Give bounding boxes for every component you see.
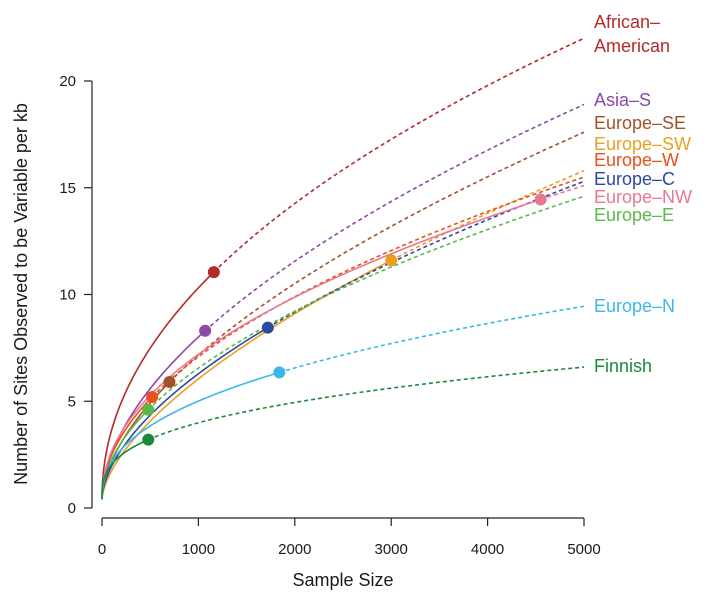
legend-label: Europe–SE [594, 113, 686, 133]
curve-observed [101, 271, 215, 500]
observed-point [199, 324, 212, 337]
curve-extrapolated [390, 169, 585, 262]
x-tick-label: 1000 [182, 541, 215, 558]
axes: 0 5 10 15 20 0 1000 2000 3000 4000 5000 [59, 73, 600, 558]
legend-label: Europe–SW [594, 134, 691, 154]
observed-point [261, 321, 274, 334]
legend-label: Europe–C [594, 169, 675, 189]
x-tick-label: 2000 [278, 541, 311, 558]
curve-observed [101, 438, 149, 500]
curve-extrapolated [213, 37, 585, 273]
curve-extrapolated [279, 305, 585, 374]
legend-label: American [594, 36, 670, 56]
x-tick-label: 5000 [567, 541, 600, 558]
curve-extrapolated [267, 180, 585, 329]
legend-label: Europe–E [594, 205, 674, 225]
x-tick-label: 4000 [471, 541, 504, 558]
curves [101, 37, 585, 500]
y-tick-label: 5 [68, 393, 76, 410]
curve-observed [101, 326, 269, 500]
observed-point [142, 433, 155, 446]
legend-label: Europe–NW [594, 187, 692, 207]
legend-label: African– [594, 12, 660, 32]
legend-label: Europe–W [594, 150, 679, 170]
y-tick-label: 10 [59, 287, 76, 304]
curve-observed [101, 371, 280, 500]
curve-observed [101, 409, 149, 500]
curve-observed [101, 259, 392, 500]
x-tick-label: 0 [98, 541, 106, 558]
legend-label: Finnish [594, 356, 652, 376]
observed-point [142, 403, 155, 416]
legend-label: Asia–S [594, 90, 651, 110]
y-tick-label: 0 [68, 500, 76, 517]
x-axis-title: Sample Size [292, 570, 393, 590]
curve-extrapolated [540, 184, 585, 201]
legend-labels: African– American Asia–S Europe–SEEurope–SW… [594, 12, 692, 376]
legend-label: Europe–N [594, 296, 675, 316]
y-tick-label: 15 [59, 180, 76, 197]
curve-observed [101, 198, 541, 500]
curve-observed [101, 330, 206, 500]
observed-points [142, 193, 547, 446]
observed-point [385, 254, 398, 267]
y-axis-title: Number of Sites Observed to be Variable … [11, 103, 31, 485]
observed-point [207, 266, 220, 279]
y-tick-label: 20 [59, 73, 76, 90]
observed-point [163, 376, 176, 389]
x-tick-label: 3000 [375, 541, 408, 558]
observed-point [273, 366, 286, 379]
observed-point [146, 390, 159, 403]
curve-extrapolated [147, 195, 585, 411]
observed-point [534, 193, 547, 206]
curve-extrapolated [147, 366, 585, 441]
curve-extrapolated [204, 103, 585, 332]
